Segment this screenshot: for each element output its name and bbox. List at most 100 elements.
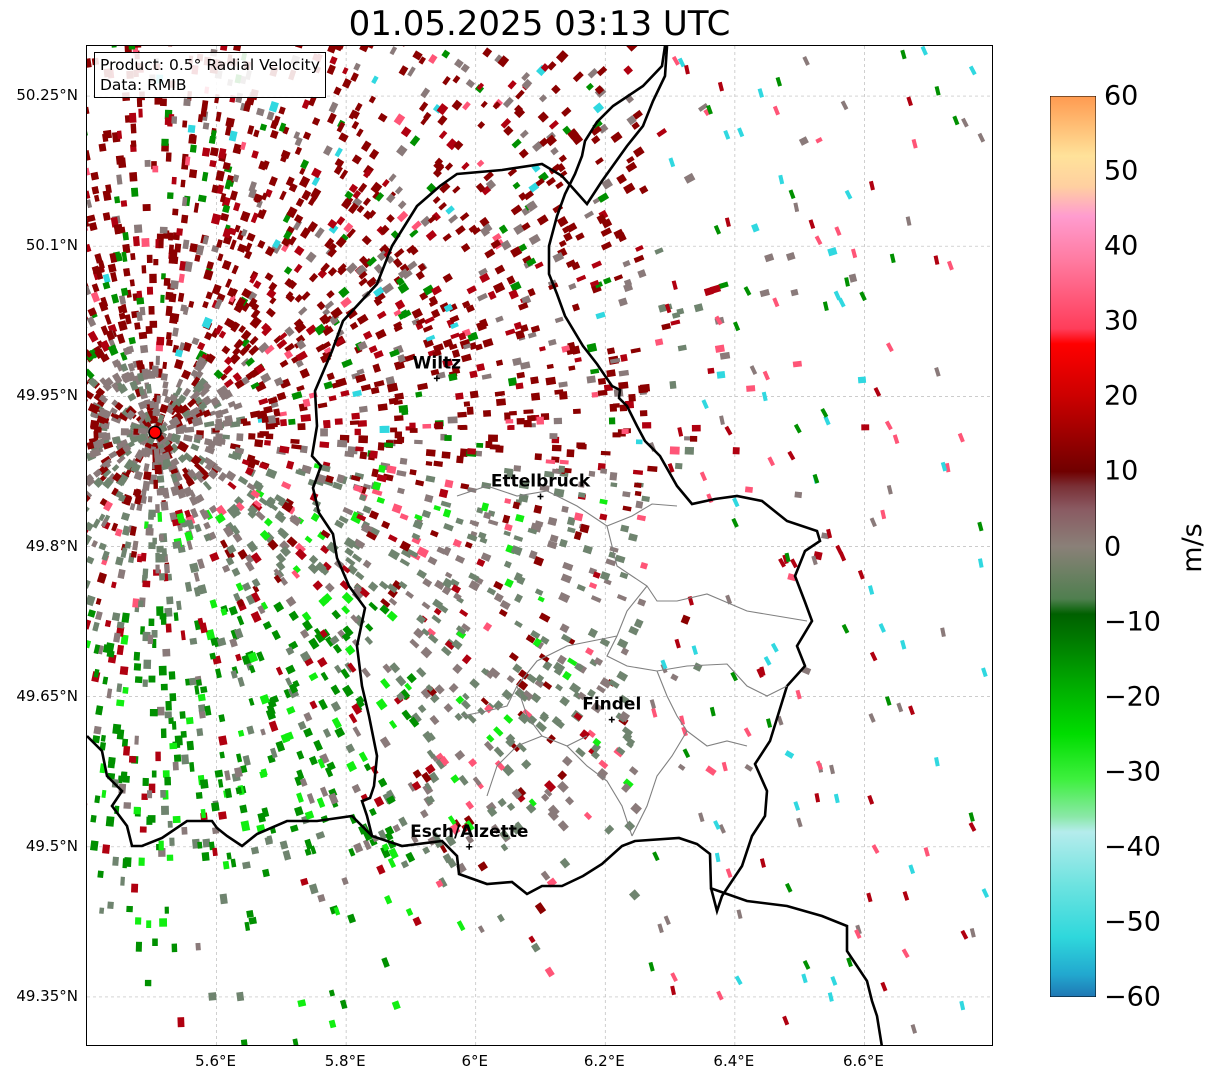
velocity-gate [231, 264, 239, 275]
velocity-gate [188, 134, 197, 145]
radar-map[interactable]: Wiltz Ettelbruck Findel Esch/Alzette [86, 45, 993, 1046]
velocity-gate [346, 760, 358, 773]
velocity-gate [587, 627, 598, 639]
velocity-gate [420, 809, 429, 819]
velocity-gate [197, 617, 204, 625]
velocity-gate [181, 754, 190, 765]
velocity-gate [326, 290, 335, 299]
velocity-gate [599, 637, 611, 648]
velocity-gate [93, 477, 104, 488]
velocity-gate [288, 235, 297, 246]
velocity-gate [345, 743, 356, 754]
velocity-gate [587, 67, 599, 79]
velocity-gate [350, 614, 360, 624]
velocity-gate [344, 644, 356, 656]
velocity-gate [562, 670, 572, 681]
velocity-gate [509, 410, 517, 416]
velocity-gate [244, 560, 255, 572]
velocity-gate [349, 321, 359, 330]
velocity-gate [493, 746, 505, 758]
velocity-gate [634, 490, 642, 497]
velocity-gate [301, 611, 312, 622]
velocity-gate [391, 503, 403, 514]
velocity-gate [98, 143, 107, 152]
velocity-gate [878, 623, 886, 633]
velocity-gate [134, 322, 141, 330]
velocity-gate [216, 637, 227, 647]
velocity-gate [319, 629, 328, 638]
velocity-gate [218, 811, 227, 820]
velocity-gate [258, 497, 269, 506]
velocity-gate [518, 243, 528, 252]
velocity-gate [844, 189, 853, 200]
velocity-gate [116, 333, 126, 345]
velocity-gate [737, 127, 745, 138]
velocity-gate [236, 433, 244, 442]
velocity-gate [362, 505, 372, 514]
velocity-gate [802, 960, 811, 970]
velocity-gate [504, 498, 512, 505]
velocity-gate [900, 639, 907, 650]
velocity-gate [479, 537, 488, 544]
velocity-gate [357, 182, 368, 193]
velocity-gate [330, 684, 341, 696]
velocity-gate [327, 46, 337, 54]
velocity-gate [535, 721, 547, 733]
velocity-gate [303, 727, 313, 738]
velocity-gate [249, 410, 261, 419]
velocity-gate [320, 262, 330, 273]
velocity-gate [503, 125, 514, 136]
velocity-gate [235, 338, 244, 348]
velocity-gate [461, 822, 471, 833]
velocity-gate [597, 389, 608, 396]
velocity-gate [657, 923, 664, 934]
velocity-gate [504, 523, 513, 532]
velocity-gate [397, 436, 405, 443]
velocity-gate [154, 448, 160, 457]
velocity-gate [105, 816, 115, 827]
velocity-gate [654, 247, 664, 255]
colorbar [1050, 96, 1096, 997]
velocity-gate [99, 907, 105, 914]
velocity-gate [502, 96, 514, 108]
velocity-gate [355, 373, 367, 384]
velocity-gate [460, 63, 470, 73]
velocity-gate [823, 415, 831, 426]
velocity-gate [486, 734, 495, 743]
velocity-gate [577, 492, 586, 498]
velocity-gate [815, 137, 823, 144]
colorbar-tick-label: −20 [1104, 681, 1161, 713]
velocity-gate [388, 597, 398, 606]
velocity-gate [432, 196, 441, 204]
velocity-gate [397, 282, 410, 294]
velocity-gate [256, 651, 265, 662]
velocity-gate [95, 610, 103, 621]
velocity-gate [510, 545, 523, 556]
velocity-gate [249, 316, 262, 329]
velocity-gate [161, 138, 169, 146]
velocity-gate [396, 144, 408, 157]
velocity-gate [381, 520, 391, 530]
velocity-gate [796, 817, 803, 828]
velocity-gate [316, 473, 327, 484]
velocity-gate [481, 373, 492, 380]
velocity-gate [285, 292, 296, 303]
colorbar-tick-label: 60 [1104, 80, 1139, 112]
velocity-gate [432, 349, 442, 357]
velocity-gate [452, 75, 461, 84]
velocity-gate [208, 992, 217, 1001]
velocity-gate [598, 123, 609, 134]
velocity-gate [772, 297, 780, 308]
velocity-gate [268, 281, 278, 292]
velocity-gate [197, 693, 206, 702]
velocity-gate [209, 147, 219, 157]
velocity-gate [510, 281, 522, 292]
velocity-gate [283, 349, 294, 360]
velocity-gate [257, 605, 266, 615]
velocity-gate [222, 365, 233, 376]
velocity-gate [251, 591, 261, 603]
velocity-gate [506, 802, 516, 812]
velocity-gate [575, 747, 586, 758]
velocity-gate [262, 621, 272, 630]
